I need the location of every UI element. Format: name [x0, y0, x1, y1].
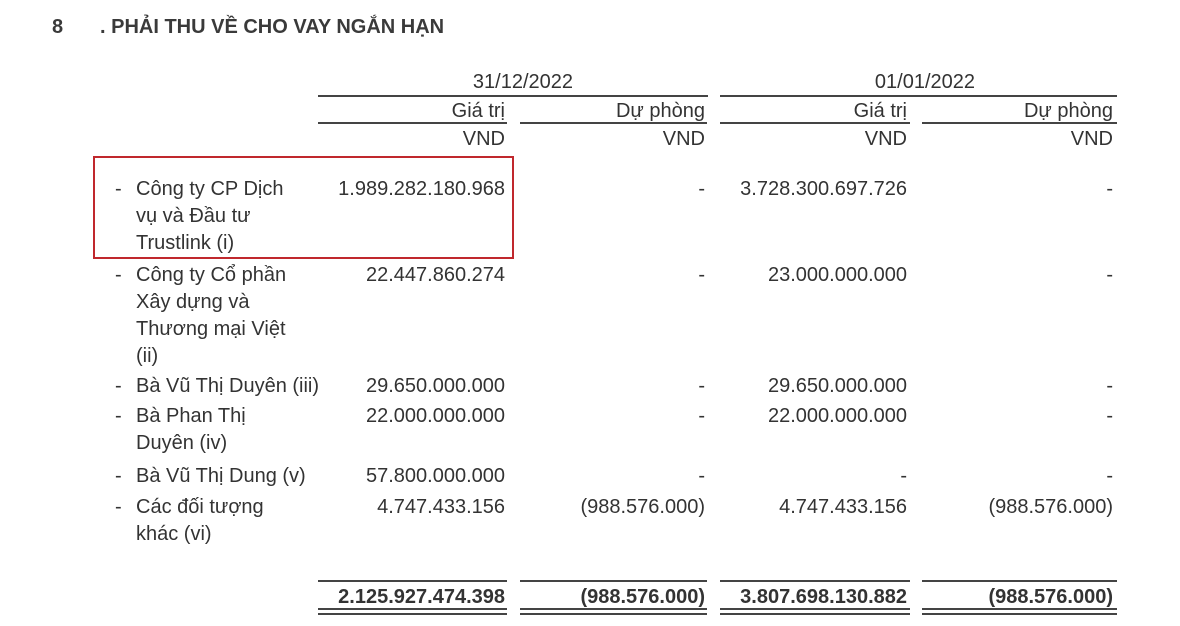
section-title: . PHẢI THU VỀ CHO VAY NGẮN HẠN	[100, 16, 445, 38]
bullet-dash: -	[115, 178, 122, 200]
column-header: Giá trị	[853, 100, 907, 122]
column-header: Dự phòng	[1023, 100, 1113, 122]
row-label: Công ty CP Dịch vụ và Đầu tư Trustlink (…	[136, 178, 284, 254]
cell: (988.576.000)	[988, 496, 1113, 518]
cell: 4.747.433.156	[377, 496, 505, 518]
total-cell: (988.576.000)	[988, 586, 1113, 608]
row-label: Bà Vũ Thị Dung (v)	[136, 465, 306, 487]
divider	[520, 122, 707, 124]
divider	[922, 122, 1117, 124]
period-header: 31/12/2022	[472, 71, 573, 93]
unit-label: VND	[662, 128, 705, 150]
cell: 22.447.860.274	[365, 264, 505, 286]
cell: (988.576.000)	[580, 496, 705, 518]
total-top-rule	[922, 580, 1117, 582]
cell: -	[1106, 405, 1113, 427]
total-double-rule	[720, 608, 910, 615]
unit-label: VND	[1070, 128, 1113, 150]
cell: 29.650.000.000	[365, 375, 505, 397]
cell: -	[1106, 375, 1113, 397]
total-cell: 3.807.698.130.882	[740, 586, 907, 608]
column-header: Dự phòng	[615, 100, 705, 122]
highlight-box	[93, 156, 514, 259]
bullet-dash: -	[115, 264, 122, 286]
divider	[720, 95, 1117, 97]
cell: 29.650.000.000	[767, 375, 907, 397]
column-header: Giá trị	[451, 100, 505, 122]
divider	[720, 122, 910, 124]
cell: 4.747.433.156	[779, 496, 907, 518]
cell: 1.989.282.180.968	[338, 178, 505, 200]
total-top-rule	[520, 580, 707, 582]
bullet-dash: -	[115, 465, 122, 487]
total-cell: (988.576.000)	[580, 586, 705, 608]
cell: -	[1106, 264, 1113, 286]
divider	[318, 95, 708, 97]
cell: 22.000.000.000	[767, 405, 907, 427]
total-cell: 2.125.927.474.398	[338, 586, 505, 608]
cell: -	[698, 178, 705, 200]
cell: -	[1106, 178, 1113, 200]
bullet-dash: -	[115, 405, 122, 427]
cell: -	[698, 375, 705, 397]
bullet-dash: -	[115, 375, 122, 397]
row-label: Các đối tượng khác (vi)	[136, 496, 264, 545]
row-label: Bà Vũ Thị Duyên (iii)	[136, 375, 320, 397]
row-label: Bà Phan Thị Duyên (iv)	[136, 405, 246, 454]
section-number: 8	[52, 16, 64, 38]
bullet-dash: -	[115, 496, 122, 518]
cell: 23.000.000.000	[767, 264, 907, 286]
unit-label: VND	[864, 128, 907, 150]
cell: 22.000.000.000	[365, 405, 505, 427]
total-top-rule	[720, 580, 910, 582]
total-top-rule	[318, 580, 507, 582]
cell: -	[900, 465, 907, 487]
total-double-rule	[922, 608, 1117, 615]
cell: 3.728.300.697.726	[740, 178, 907, 200]
total-double-rule	[318, 608, 507, 615]
cell: -	[1106, 465, 1113, 487]
cell: -	[698, 264, 705, 286]
total-double-rule	[520, 608, 707, 615]
cell: -	[698, 405, 705, 427]
row-label: Công ty Cổ phần Xây dựng và Thương mại V…	[136, 264, 287, 367]
cell: 57.800.000.000	[365, 465, 505, 487]
divider	[318, 122, 507, 124]
unit-label: VND	[462, 128, 505, 150]
cell: -	[698, 465, 705, 487]
period-header: 01/01/2022	[874, 71, 975, 93]
